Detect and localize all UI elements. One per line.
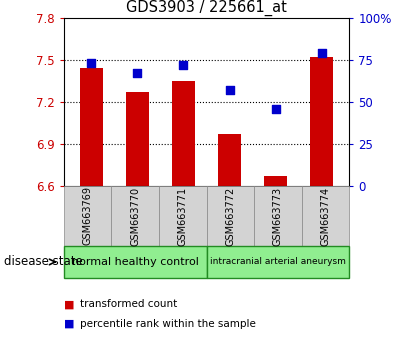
Text: GSM663769: GSM663769 <box>83 187 92 245</box>
Point <box>226 87 233 93</box>
Title: GDS3903 / 225661_at: GDS3903 / 225661_at <box>126 0 287 16</box>
Text: intracranial arterial aneurysm: intracranial arterial aneurysm <box>210 257 346 267</box>
Text: GSM663773: GSM663773 <box>273 186 283 246</box>
Bar <box>172 81 195 186</box>
Text: GSM663774: GSM663774 <box>321 186 330 246</box>
Point <box>319 50 325 56</box>
Point <box>88 60 95 66</box>
Text: normal healthy control: normal healthy control <box>72 257 199 267</box>
Point <box>180 62 187 68</box>
Text: transformed count: transformed count <box>80 299 178 309</box>
Text: GSM663770: GSM663770 <box>130 186 140 246</box>
Text: GSM663771: GSM663771 <box>178 186 188 246</box>
Text: ■: ■ <box>64 299 74 309</box>
Point <box>134 70 141 76</box>
Text: ■: ■ <box>64 319 74 329</box>
Bar <box>80 68 103 186</box>
Text: percentile rank within the sample: percentile rank within the sample <box>80 319 256 329</box>
Bar <box>126 92 149 186</box>
Text: disease state: disease state <box>4 256 83 268</box>
Bar <box>218 134 241 186</box>
Bar <box>310 57 333 186</box>
Text: GSM663772: GSM663772 <box>225 186 236 246</box>
Bar <box>264 176 287 186</box>
Point <box>272 105 279 111</box>
